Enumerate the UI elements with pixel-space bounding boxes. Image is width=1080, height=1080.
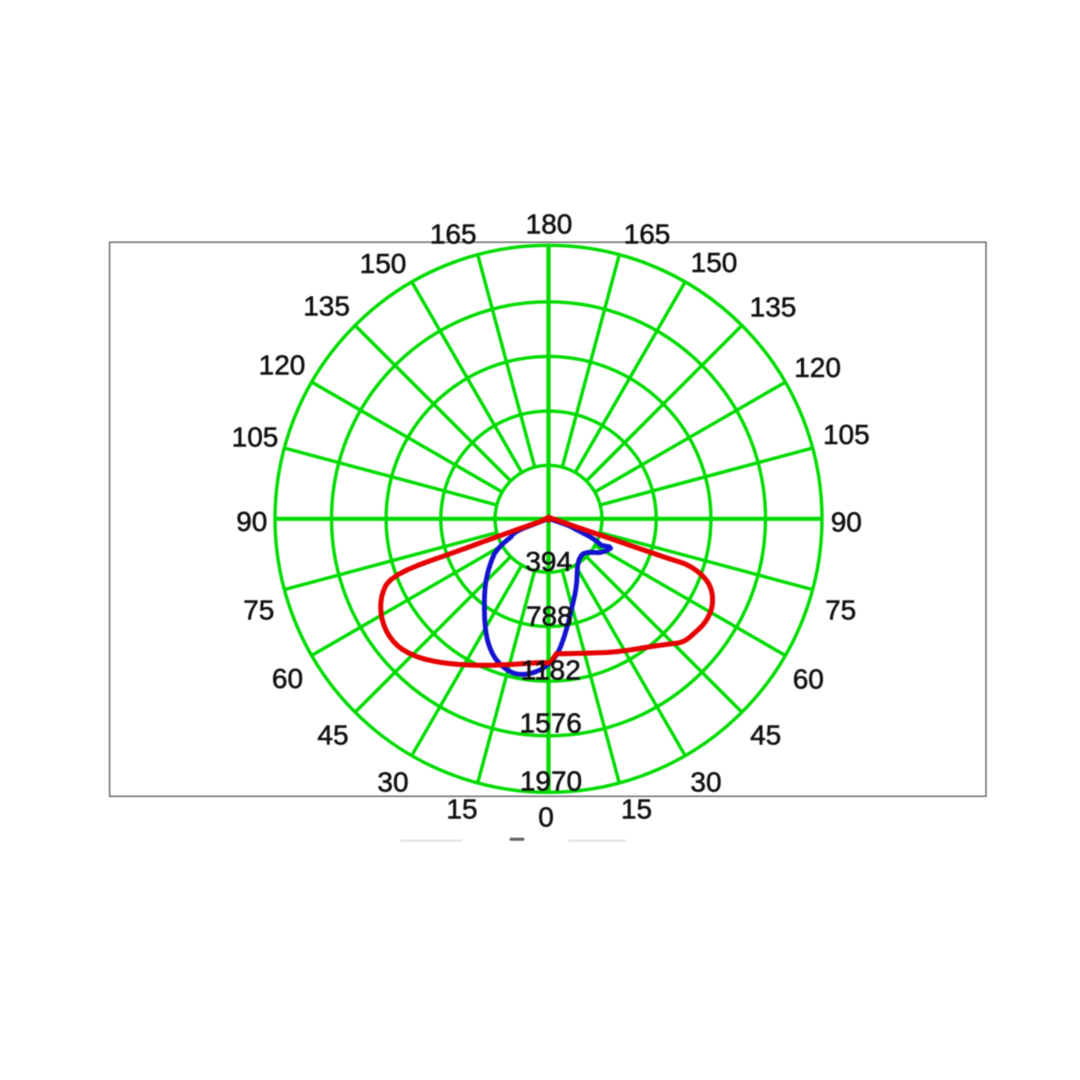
svg-text:30: 30 [377,767,408,798]
svg-text:45: 45 [750,720,781,751]
svg-text:0: 0 [538,802,554,833]
svg-text:1970: 1970 [520,766,582,797]
svg-text:394: 394 [525,546,572,577]
svg-text:60: 60 [272,663,303,694]
svg-text:90: 90 [831,507,862,538]
svg-text:75: 75 [825,594,856,625]
svg-text:150: 150 [691,247,738,278]
svg-text:45: 45 [317,720,348,751]
svg-text:15: 15 [446,794,477,825]
svg-text:30: 30 [690,767,721,798]
svg-text:1182: 1182 [521,655,581,686]
svg-text:120: 120 [794,352,841,383]
svg-text:120: 120 [259,350,306,381]
svg-text:165: 165 [624,219,671,250]
svg-text:105: 105 [232,421,279,452]
svg-text:15: 15 [621,794,652,825]
svg-text:788: 788 [526,601,573,632]
svg-text:105: 105 [823,419,870,450]
svg-text:90: 90 [236,506,267,537]
svg-text:180: 180 [526,209,573,240]
svg-text:1576: 1576 [520,708,582,739]
svg-text:60: 60 [793,664,824,695]
svg-text:135: 135 [750,292,797,323]
svg-text:165: 165 [430,219,477,250]
svg-text:150: 150 [360,248,407,279]
svg-text:75: 75 [243,594,274,625]
svg-text:135: 135 [303,291,350,322]
